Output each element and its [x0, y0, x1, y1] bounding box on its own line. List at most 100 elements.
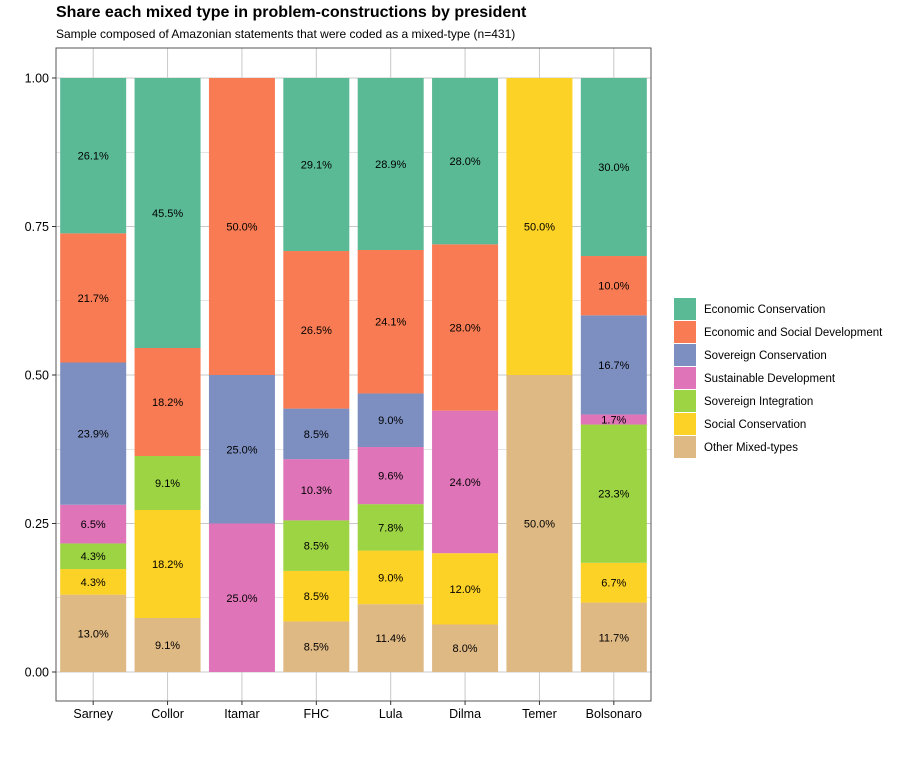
- bar-segment: [134, 618, 201, 672]
- bar-segment: [432, 244, 499, 411]
- x-tick-label: Bolsonaro: [586, 707, 642, 721]
- bar-segment: [60, 233, 127, 363]
- data-label: 4.3%: [81, 577, 106, 589]
- legend-key: [674, 367, 696, 389]
- data-label: 7.8%: [378, 522, 403, 534]
- legend-key: [674, 390, 696, 412]
- data-label: 8.5%: [304, 591, 329, 603]
- bar-segment: [580, 256, 647, 316]
- legend-key: [674, 321, 696, 343]
- bar-segment: [357, 604, 424, 672]
- bar-segment: [357, 78, 424, 251]
- x-tick-label: FHC: [303, 707, 329, 721]
- data-label: 29.1%: [301, 160, 332, 172]
- bar-segment: [208, 375, 275, 524]
- bar-segment: [357, 393, 424, 448]
- bar-segment: [506, 78, 573, 375]
- bar-segment: [283, 520, 350, 571]
- data-label: 1.7%: [601, 415, 626, 427]
- data-label: 23.9%: [78, 429, 109, 441]
- bar-segment: [134, 348, 201, 456]
- bar-segment: [432, 624, 499, 672]
- y-tick-label: 0.50: [25, 369, 49, 383]
- bar-segment: [432, 553, 499, 625]
- bar-segment: [208, 78, 275, 375]
- data-label: 50.0%: [524, 222, 555, 234]
- y-tick-label: 0.25: [25, 517, 49, 531]
- x-tick-label: Itamar: [224, 707, 259, 721]
- legend-key: [674, 436, 696, 458]
- bar-segment: [208, 523, 275, 672]
- data-label: 23.3%: [598, 489, 629, 501]
- legend-label: Social Conservation: [704, 419, 806, 431]
- bar-segment: [357, 550, 424, 605]
- bar-segment: [283, 621, 350, 672]
- data-label: 8.5%: [304, 642, 329, 654]
- data-label: 9.1%: [155, 478, 180, 490]
- bar-segment: [580, 315, 647, 415]
- bar-segment: [432, 410, 499, 554]
- data-label: 11.4%: [376, 633, 407, 645]
- legend-label: Economic Conservation: [704, 304, 825, 316]
- chart-subtitle: Sample composed of Amazonian statements …: [56, 27, 516, 41]
- data-label: 6.5%: [81, 519, 106, 531]
- data-label: 9.0%: [378, 415, 403, 427]
- bar-segment: [283, 459, 350, 521]
- bar-segment: [580, 78, 647, 257]
- y-axis: 0.00 0.25 0.50 0.75 1.00: [25, 72, 56, 680]
- data-label: 9.0%: [378, 572, 403, 584]
- legend-label: Economic and Social Development: [704, 327, 883, 339]
- data-label: 18.2%: [152, 559, 183, 571]
- bar-segment: [60, 594, 127, 672]
- y-tick-label: 1.00: [25, 72, 49, 86]
- data-label: 9.1%: [155, 640, 180, 652]
- legend-key: [674, 298, 696, 320]
- legend-label: Sovereign Conservation: [704, 350, 827, 362]
- bar-labels: 13.0% 4.3% 4.3% 6.5% 23.9% 21.7% 26.1% 9.1% 18.2…: [78, 151, 630, 656]
- data-label: 25.0%: [226, 593, 257, 605]
- data-label: 26.1%: [78, 151, 109, 163]
- data-label: 24.1%: [375, 317, 406, 329]
- bar-segment: [283, 78, 350, 252]
- data-label: 30.0%: [598, 162, 629, 174]
- bar-segment: [357, 447, 424, 505]
- legend-key: [674, 344, 696, 366]
- data-label: 28.9%: [375, 159, 406, 171]
- data-label: 50.0%: [226, 222, 257, 234]
- data-label: 28.0%: [449, 322, 480, 334]
- data-label: 9.6%: [378, 471, 403, 483]
- data-label: 13.0%: [78, 628, 109, 640]
- bar-segment: [60, 504, 127, 544]
- y-tick-label: 0.75: [25, 220, 49, 234]
- legend-label: Sovereign Integration: [704, 396, 813, 408]
- data-label: 11.7%: [599, 632, 630, 644]
- data-label: 25.0%: [226, 444, 257, 456]
- bar-segment: [580, 602, 647, 672]
- bar-segment: [60, 569, 127, 595]
- bar-segment: [134, 510, 201, 618]
- x-axis: Sarney Collor Itamar FHC Lula Dilma Temer Bolso…: [73, 701, 642, 721]
- data-label: 45.5%: [152, 208, 183, 220]
- data-label: 26.5%: [301, 325, 332, 337]
- bar-segment: [283, 570, 350, 622]
- bar-segment: [283, 251, 350, 409]
- y-tick-label: 0.00: [25, 666, 49, 680]
- bar-segment: [580, 414, 647, 425]
- data-label: 8.5%: [304, 541, 329, 553]
- bar-segment: [134, 78, 201, 348]
- x-tick-label: Sarney: [73, 707, 113, 721]
- bar-segment: [506, 375, 573, 672]
- x-tick-label: Temer: [522, 707, 557, 721]
- bar-segment: [357, 250, 424, 394]
- bar-segment: [357, 504, 424, 551]
- x-tick-label: Collor: [151, 707, 184, 721]
- chart-title: Share each mixed type in problem-constru…: [56, 4, 527, 21]
- data-label: 8.5%: [304, 429, 329, 441]
- data-label: 21.7%: [78, 293, 109, 305]
- legend: Economic Conservation Economic and Social…: [674, 298, 883, 458]
- bar-segment: [60, 78, 127, 234]
- legend-label: Other Mixed-types: [704, 442, 798, 454]
- data-label: 12.0%: [449, 584, 480, 596]
